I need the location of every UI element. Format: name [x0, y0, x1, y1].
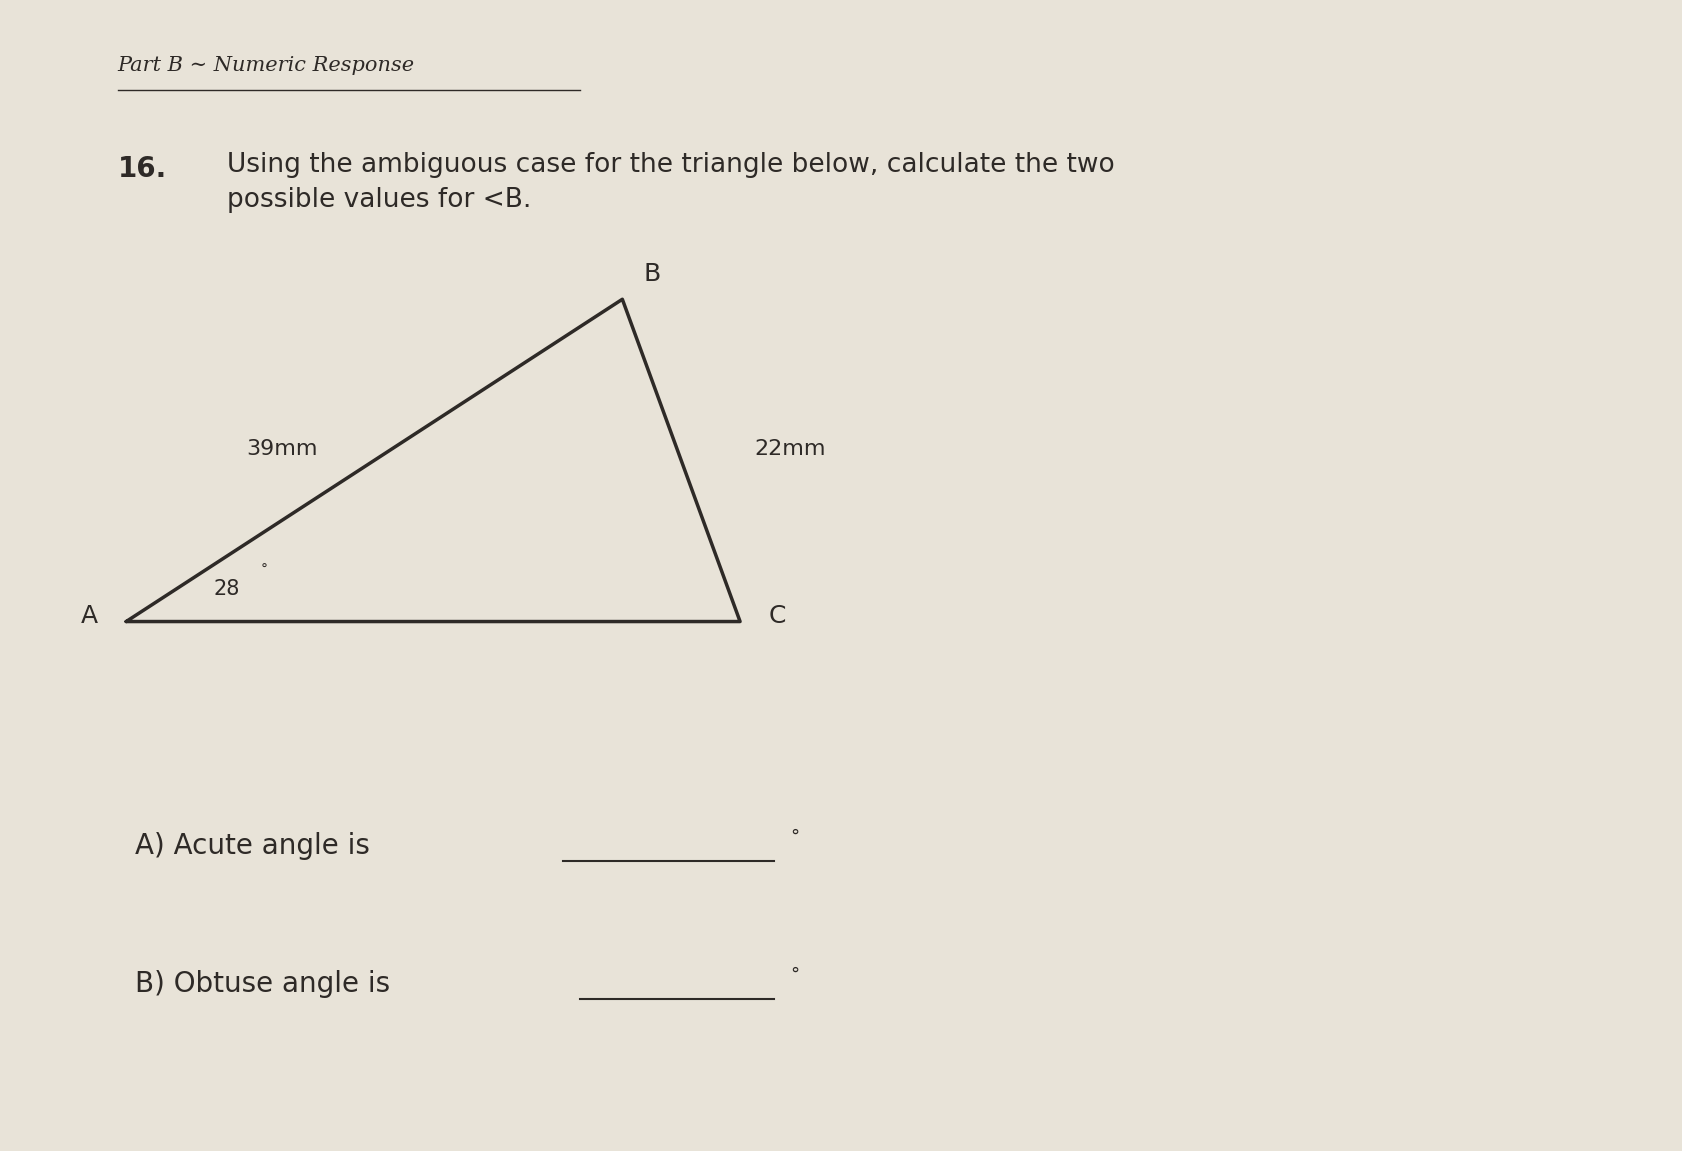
Text: 22mm: 22mm [755, 439, 826, 459]
Text: °: ° [261, 563, 267, 577]
Text: Part B ∼ Numeric Response: Part B ∼ Numeric Response [118, 55, 415, 75]
Text: C: C [769, 604, 785, 627]
Text: 39mm: 39mm [246, 439, 318, 459]
Text: B: B [644, 262, 661, 285]
Text: A: A [81, 604, 98, 627]
Text: B) Obtuse angle is: B) Obtuse angle is [135, 970, 390, 998]
Text: °: ° [791, 966, 799, 984]
Text: 28: 28 [214, 579, 241, 600]
Text: A) Acute angle is: A) Acute angle is [135, 832, 370, 860]
Text: 16.: 16. [118, 155, 167, 183]
Text: °: ° [791, 828, 799, 846]
Text: Using the ambiguous case for the triangle below, calculate the two
possible valu: Using the ambiguous case for the triangl… [227, 152, 1115, 213]
